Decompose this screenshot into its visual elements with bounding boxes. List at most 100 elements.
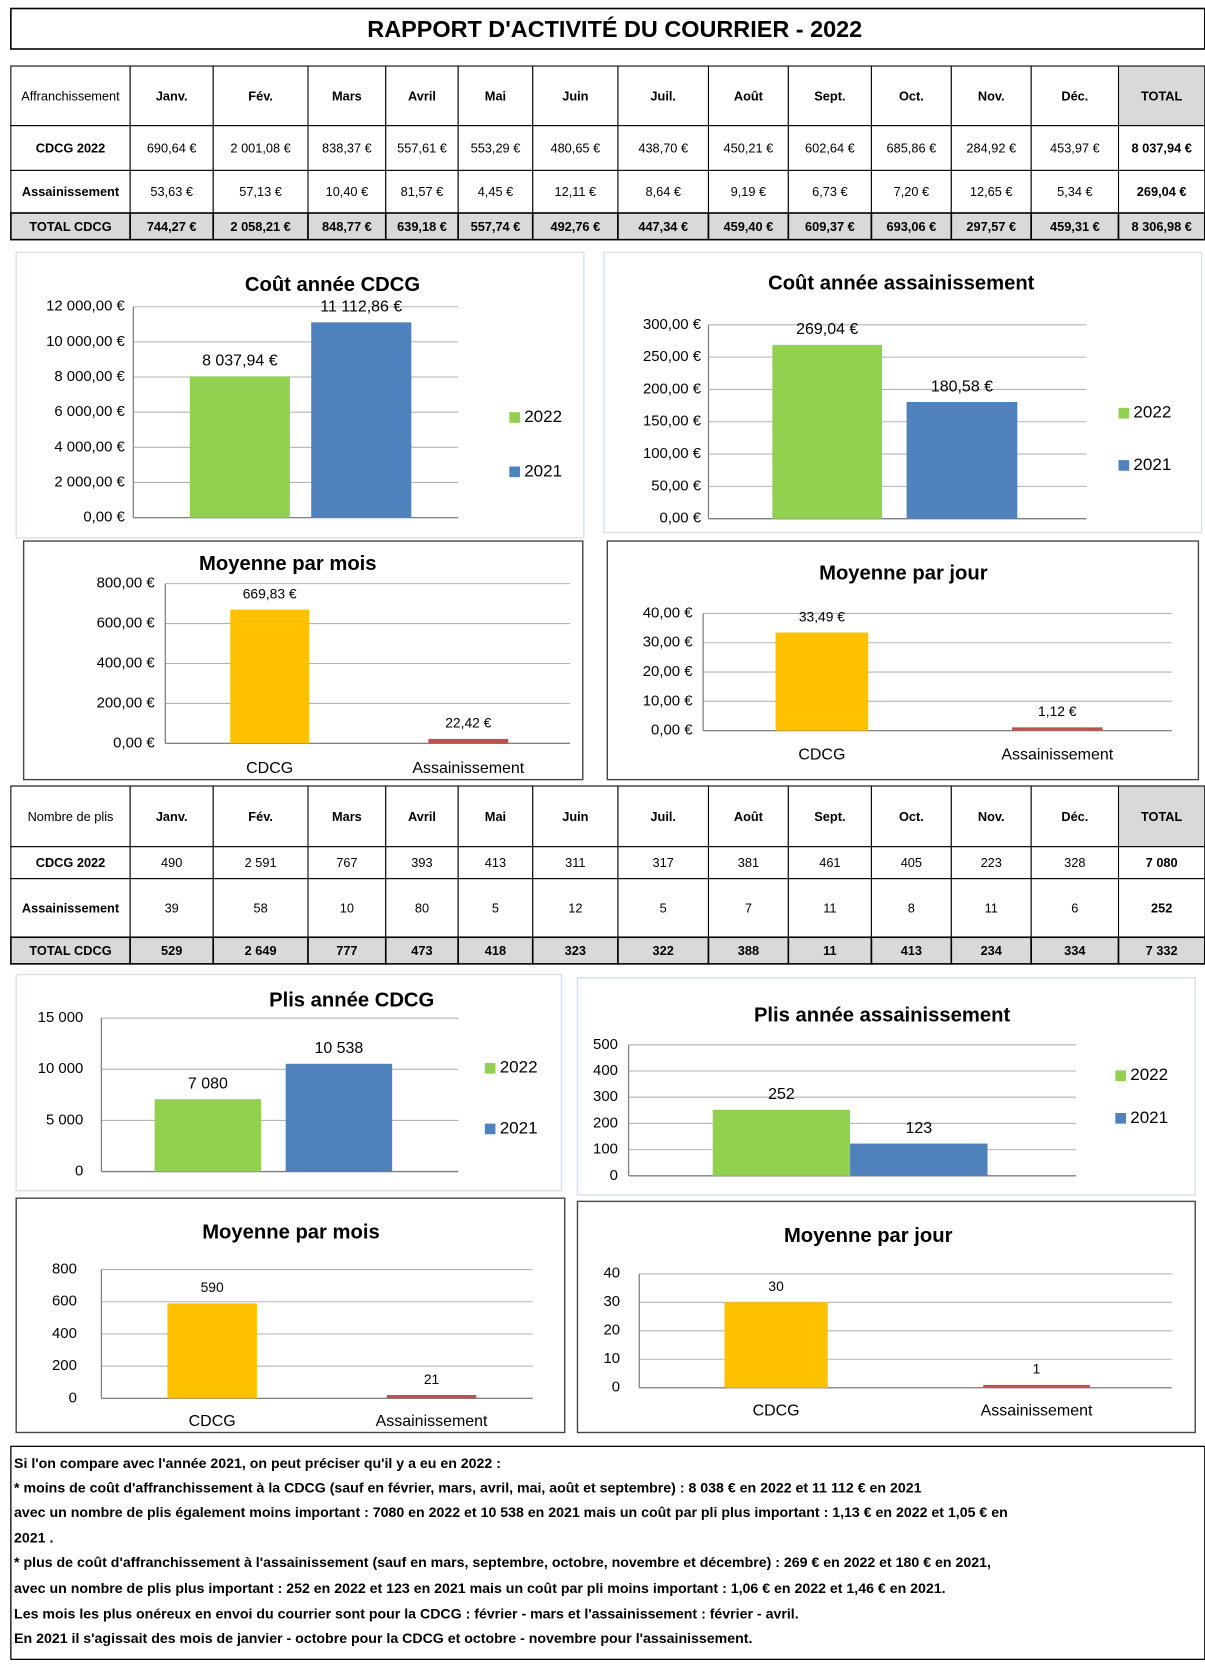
bar <box>154 1099 262 1172</box>
y-tick-label: 200 <box>52 1358 77 1374</box>
table-cell <box>457 936 534 965</box>
table-cell-text: Oct. <box>899 809 924 824</box>
bar <box>285 1063 393 1172</box>
y-tick-label: 800 <box>52 1261 77 1277</box>
table-cell <box>385 846 459 880</box>
table-cell <box>129 785 214 848</box>
table-cell-text: 490 <box>161 855 182 870</box>
table-cell-text: 7,20 € <box>894 184 930 199</box>
table-cell-text: Août <box>734 809 764 824</box>
chart-box <box>606 540 1200 781</box>
x-tick-label: CDCG <box>246 760 293 777</box>
table-cell-text: 2 001,08 € <box>230 140 290 155</box>
legend-label: 2021 <box>1130 1108 1168 1127</box>
table-cell-text: Déc. <box>1061 809 1088 824</box>
legend-swatch <box>1118 407 1130 419</box>
table-cell <box>457 212 534 241</box>
table-cell-text: 557,61 € <box>397 140 447 155</box>
table-cell-text: 767 <box>336 855 357 870</box>
table-cell <box>129 169 214 214</box>
table-cell-text: 8 306,98 € <box>1131 219 1191 234</box>
table-cell-text: 10,40 € <box>326 184 369 199</box>
table-cell <box>532 65 619 127</box>
table-cell <box>532 125 619 171</box>
value-label: 252 <box>768 1086 795 1103</box>
legend-label: 2021 <box>1133 455 1171 474</box>
x-tick-label: CDCG <box>798 746 845 763</box>
table-cell <box>787 125 872 171</box>
legend-swatch <box>1115 1112 1126 1124</box>
y-tick-label: 50,00 € <box>651 478 701 494</box>
chart-box <box>576 1200 1196 1434</box>
table-cell <box>870 65 952 127</box>
table-cell-text: 8 037,94 € <box>1131 140 1191 155</box>
table-cell <box>212 846 309 880</box>
note-line: avec un nombre de plis plus important : … <box>14 1581 946 1597</box>
table-cell <box>1030 936 1120 965</box>
table-cell <box>617 936 710 965</box>
table-cell-text: 322 <box>653 943 674 958</box>
bar <box>850 1143 988 1176</box>
table-cell-text: Mars <box>332 88 362 103</box>
chart-title: Moyenne par mois <box>199 553 377 575</box>
table-cell <box>950 846 1032 880</box>
table-cell <box>617 169 710 214</box>
table-cell <box>1030 878 1120 938</box>
table-cell <box>129 212 215 241</box>
table-cell <box>870 936 953 965</box>
table-cell <box>457 125 534 171</box>
table-cell-text: Sept. <box>814 809 845 824</box>
table-cell <box>212 212 309 241</box>
table-cell-text: 8,64 € <box>645 184 681 199</box>
value-label: 11 112,86 € <box>320 299 402 316</box>
table-cell <box>1030 212 1120 241</box>
value-label: 21 <box>424 1371 440 1387</box>
table-cell <box>307 936 387 965</box>
x-tick-label: Assainissement <box>412 760 524 777</box>
table-cell-text: 12 <box>568 900 582 915</box>
value-label: 669,83 € <box>243 585 297 601</box>
table-cell-text: 413 <box>485 855 506 870</box>
table-cell <box>870 785 952 848</box>
table-cell-text: Déc. <box>1061 88 1088 103</box>
table-cell <box>212 936 309 965</box>
table-cell-text: 7 080 <box>1146 855 1178 870</box>
table-cell-text: 2 058,21 € <box>230 219 290 234</box>
table-cell <box>950 936 1032 965</box>
table-cell <box>787 785 872 848</box>
table-cell <box>307 212 387 241</box>
chart-box <box>15 1197 566 1434</box>
table-cell <box>617 125 710 171</box>
table-cell-text: 80 <box>415 900 429 915</box>
y-tick-label: 15 000 <box>38 1010 84 1026</box>
bar <box>311 322 412 518</box>
table-cell-text: 284,92 € <box>966 140 1016 155</box>
table-cell <box>129 846 214 880</box>
table-cell-text: Assainissement <box>22 900 120 915</box>
table-cell-text: 602,64 € <box>805 140 855 155</box>
table-cell-text: 609,37 € <box>805 219 855 234</box>
bar <box>230 609 310 744</box>
y-tick-label: 200,00 € <box>97 695 156 711</box>
table-cell-text: 7 332 <box>1146 943 1178 958</box>
table-cell-text: 413 <box>901 943 922 958</box>
table-cell-text: 323 <box>565 943 586 958</box>
legend-label: 2022 <box>500 1058 538 1077</box>
x-tick-label: CDCG <box>753 1402 800 1419</box>
y-tick-label: 150,00 € <box>643 414 702 430</box>
y-tick-label: 200 <box>593 1115 618 1131</box>
table-cell-text: Mars <box>332 809 362 824</box>
note-line: En 2021 il s'agissait des mois de janvie… <box>14 1631 752 1647</box>
value-label: 1 <box>1033 1361 1041 1377</box>
table-cell-text: Janv. <box>156 809 188 824</box>
table-cell <box>1030 125 1120 171</box>
table-cell-text: 81,57 € <box>401 184 444 199</box>
y-tick-label: 800,00 € <box>97 576 156 592</box>
bar <box>386 1395 477 1399</box>
table-cell-text: 6 <box>1071 900 1078 915</box>
y-tick-label: 600,00 € <box>97 616 156 632</box>
x-tick-label: Assainissement <box>1001 746 1113 763</box>
table-cell <box>870 212 953 241</box>
table-cell-text: 252 <box>1151 900 1172 915</box>
y-tick-label: 200,00 € <box>643 381 702 397</box>
